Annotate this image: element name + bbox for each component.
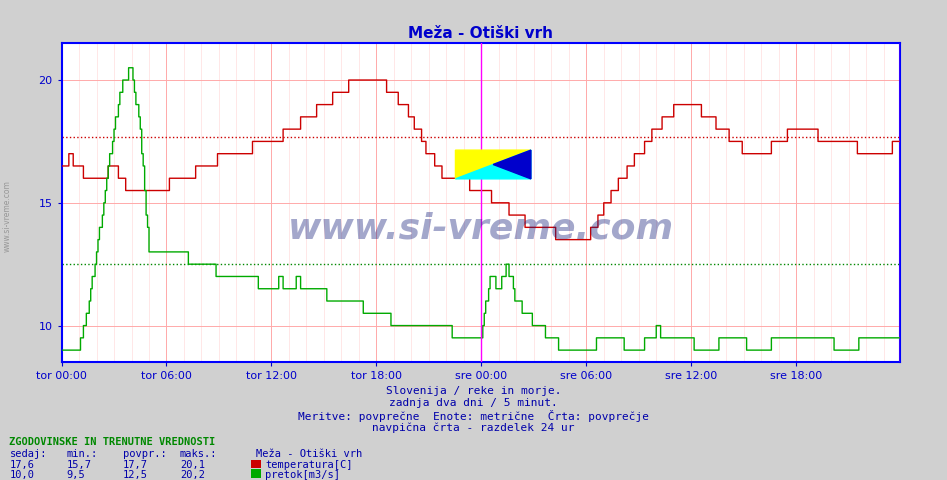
Text: Meža - Otiški vrh: Meža - Otiški vrh: [256, 449, 362, 459]
Text: Slovenija / reke in morje.: Slovenija / reke in morje.: [385, 386, 562, 396]
Text: pretok[m3/s]: pretok[m3/s]: [265, 470, 340, 480]
Text: maks.:: maks.:: [180, 449, 218, 459]
Title: Meža - Otiški vrh: Meža - Otiški vrh: [408, 25, 553, 41]
Text: 17,7: 17,7: [123, 460, 148, 470]
Text: Meritve: povprečne  Enote: metrične  Črta: povprečje: Meritve: povprečne Enote: metrične Črta:…: [298, 410, 649, 422]
Text: www.si-vreme.com: www.si-vreme.com: [288, 211, 673, 245]
Text: povpr.:: povpr.:: [123, 449, 167, 459]
Text: sedaj:: sedaj:: [9, 449, 47, 459]
Text: 10,0: 10,0: [9, 470, 34, 480]
Text: 20,2: 20,2: [180, 470, 205, 480]
Text: navpična črta - razdelek 24 ur: navpična črta - razdelek 24 ur: [372, 422, 575, 433]
Text: 15,7: 15,7: [66, 460, 91, 470]
Text: 17,6: 17,6: [9, 460, 34, 470]
Text: 12,5: 12,5: [123, 470, 148, 480]
Polygon shape: [493, 150, 531, 179]
Polygon shape: [456, 150, 531, 179]
Text: 9,5: 9,5: [66, 470, 85, 480]
Text: 20,1: 20,1: [180, 460, 205, 470]
Text: ZGODOVINSKE IN TRENUTNE VREDNOSTI: ZGODOVINSKE IN TRENUTNE VREDNOSTI: [9, 437, 216, 447]
Text: min.:: min.:: [66, 449, 98, 459]
Polygon shape: [456, 150, 531, 179]
Text: zadnja dva dni / 5 minut.: zadnja dva dni / 5 minut.: [389, 398, 558, 408]
Text: temperatura[C]: temperatura[C]: [265, 460, 352, 470]
Text: www.si-vreme.com: www.si-vreme.com: [3, 180, 12, 252]
